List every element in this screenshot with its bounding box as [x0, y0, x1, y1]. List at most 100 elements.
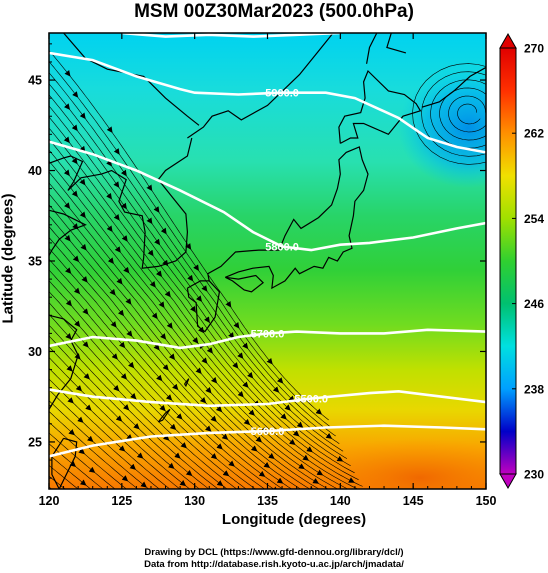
- streamline-arrow: [325, 432, 333, 439]
- colorbar-tick-label: 254: [524, 212, 544, 226]
- streamline-arrow: [113, 181, 120, 188]
- streamline-arrow: [201, 357, 208, 364]
- streamline-arrow: [185, 243, 192, 250]
- streamline-arrow: [222, 470, 230, 477]
- streamline-arrow: [68, 429, 75, 436]
- streamline: [49, 160, 359, 489]
- streamline-arrow: [242, 342, 249, 350]
- streamline: [49, 127, 355, 474]
- colorbar-tick-label: 238: [524, 382, 544, 396]
- streamline: [49, 400, 150, 489]
- streamline-arrow: [243, 418, 251, 426]
- streamline-arrow: [216, 480, 224, 487]
- streamline-arrow: [266, 357, 273, 365]
- warm-area: [300, 438, 486, 489]
- contour-label: 5500.0: [294, 394, 328, 406]
- streamline-arrow: [263, 461, 271, 469]
- streamline: [49, 193, 329, 489]
- streamline-arrow: [160, 333, 167, 340]
- coastline: [49, 155, 71, 164]
- x-tick-label: 130: [184, 494, 205, 508]
- x-tick-label: 120: [39, 494, 60, 508]
- streamline-arrow: [72, 91, 79, 98]
- streamline-arrow: [107, 257, 114, 264]
- streamline-arrow: [292, 430, 300, 437]
- streamline-arrow: [162, 364, 169, 371]
- colorbar-tick-label: 270: [524, 42, 544, 56]
- streamline-arrow: [119, 341, 126, 349]
- vortex-streamline: [412, 63, 486, 165]
- streamline: [49, 182, 339, 489]
- streamline-arrow: [180, 442, 187, 449]
- y-tick-label: 25: [28, 435, 42, 449]
- x-tick-label: 150: [476, 494, 497, 508]
- vortex-streamline: [448, 95, 486, 133]
- streamline-arrow: [187, 274, 194, 282]
- streamline-arrow: [109, 288, 116, 296]
- streamline-arrow: [302, 454, 310, 461]
- streamline-arrow: [74, 353, 81, 360]
- coastline: [338, 69, 422, 144]
- coastline: [186, 280, 221, 333]
- streamline-arrow: [210, 376, 218, 384]
- colorbar-bottom-triangle: [499, 473, 517, 490]
- streamline-arrow: [85, 404, 92, 411]
- streamline: [49, 280, 256, 489]
- x-tick-label: 145: [403, 494, 424, 508]
- streamline-arrow: [156, 374, 163, 382]
- contour-line: [49, 388, 486, 408]
- streamline: [49, 475, 66, 489]
- streamline-arrow: [74, 320, 81, 328]
- streamline-arrow: [65, 299, 72, 307]
- streamline-arrow: [63, 103, 71, 110]
- y-tick-label: 30: [28, 345, 42, 359]
- streamline-arrow: [130, 392, 137, 400]
- streamline: [49, 72, 336, 437]
- streamline-arrow: [176, 413, 183, 420]
- coastline: [51, 437, 78, 489]
- streamline-arrow: [72, 255, 80, 263]
- streamline-arrow: [172, 383, 179, 391]
- credit-drawing: Drawing by DCL (https://www.gfd-dennou.o…: [144, 547, 404, 558]
- y-axis-title: Latitude (degrees): [0, 193, 17, 324]
- y-tick-label: 40: [28, 164, 42, 178]
- contour-line: [49, 328, 486, 350]
- credits: Drawing by DCL (https://www.gfd-dennou.o…: [0, 547, 548, 571]
- coastline: [386, 33, 407, 54]
- streamline-arrow: [198, 326, 205, 334]
- streamline: [49, 291, 247, 489]
- streamline-arrow: [106, 192, 112, 200]
- y-tick-label: 45: [28, 74, 42, 88]
- streamline-arrow: [140, 481, 147, 488]
- streamline-arrow: [199, 396, 207, 404]
- streamline-arrow: [106, 159, 112, 167]
- streamline-arrow: [79, 479, 87, 486]
- streamline-arrow: [179, 480, 187, 487]
- streamline-arrow: [82, 308, 89, 315]
- streamline-arrow: [147, 249, 154, 257]
- streamline: [49, 61, 333, 429]
- streamline-arrow: [315, 408, 323, 415]
- contour-line: [49, 51, 486, 154]
- colorbar-ticks: 230 238 246 254 262 270: [512, 42, 544, 482]
- streamline-arrow: [203, 316, 210, 324]
- streamline-arrow: [276, 477, 284, 484]
- streamline-arrow: [306, 446, 313, 453]
- streamline-arrow: [120, 169, 127, 177]
- streamline-arrow: [71, 190, 78, 198]
- colorbar-bar: [499, 47, 517, 475]
- streamline-arrow: [123, 266, 130, 274]
- contour-label: 5700.0: [251, 328, 285, 340]
- coastline: [207, 146, 369, 290]
- streamline-arrow: [284, 404, 291, 411]
- coastline: [187, 33, 334, 139]
- streamline-arrow: [65, 333, 72, 340]
- streamline-arrow: [64, 70, 71, 77]
- contour-line: [49, 424, 486, 458]
- streamline-arrow: [248, 409, 255, 416]
- streamline-arrow: [113, 148, 120, 155]
- streamline-arrow: [247, 371, 254, 379]
- streamline-arrow: [160, 227, 167, 235]
- streamline-arrow: [280, 413, 287, 420]
